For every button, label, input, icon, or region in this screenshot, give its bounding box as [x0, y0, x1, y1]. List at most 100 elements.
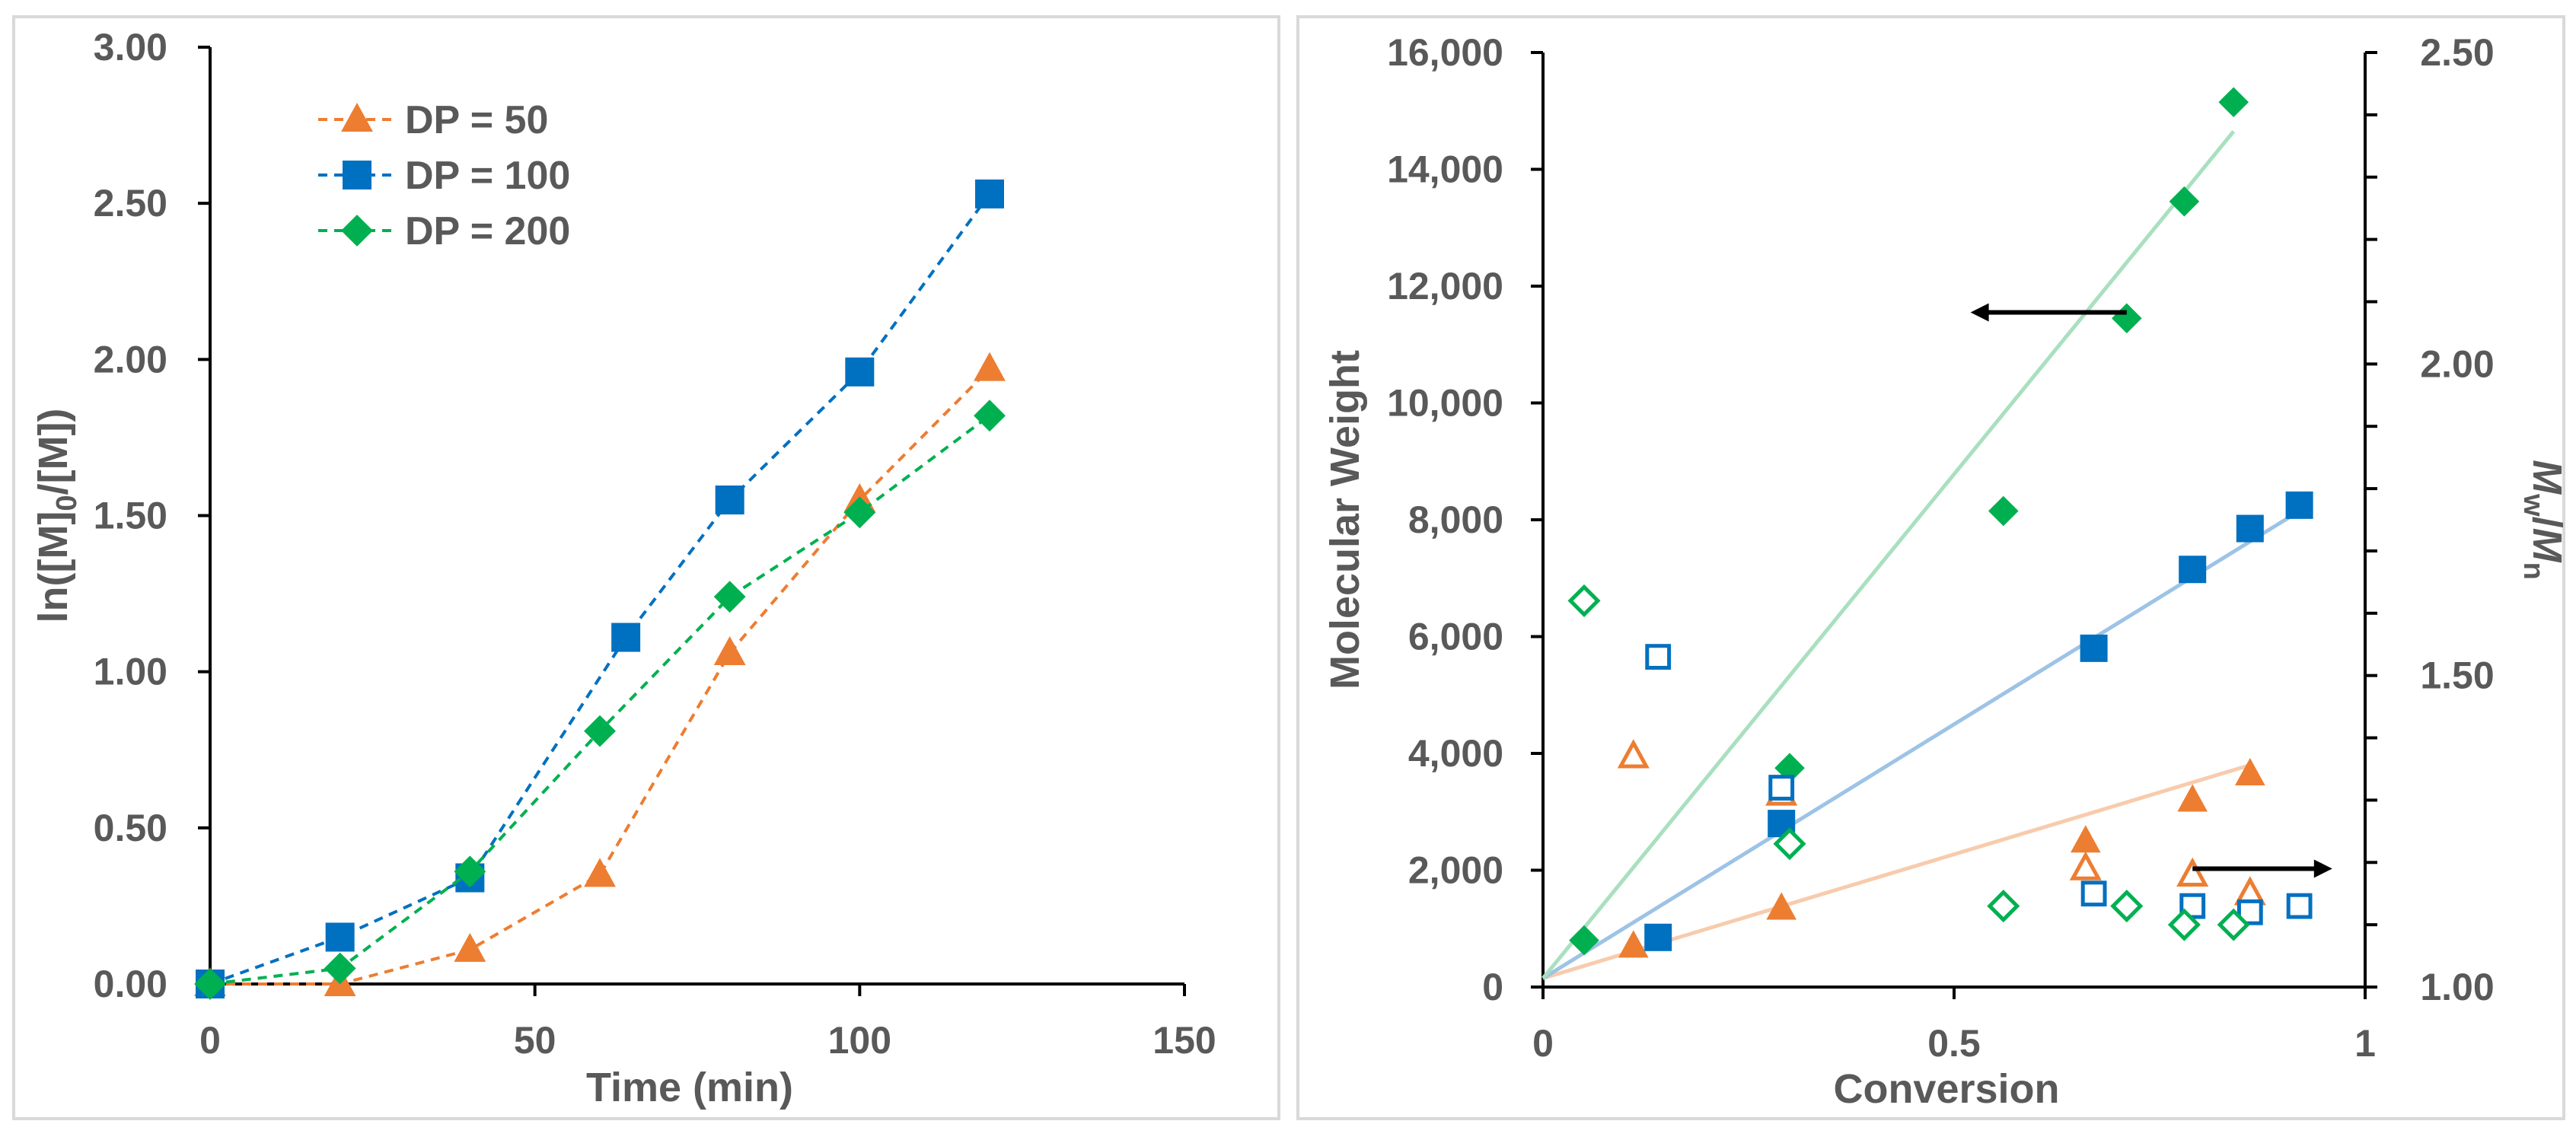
trendline: [1541, 130, 2236, 980]
x-axis-title: Time (min): [586, 1065, 793, 1110]
series-dp100: DP = 100: [196, 154, 1004, 998]
legend-label: DP = 200: [405, 209, 570, 253]
data-point: [975, 179, 1004, 209]
data-point: [325, 922, 355, 952]
data-point: [2071, 825, 2101, 853]
data-point: [454, 855, 486, 888]
y-tick-label: 2,000: [1408, 849, 1503, 892]
data-point: [2235, 757, 2265, 785]
kinetics-chart: 0.00 0.50 1.00 1.50 2.00 2.50 3.00 0 50 100 150 Tim…: [12, 15, 1280, 1120]
y-tick-label: 2.00: [94, 338, 167, 381]
series-dp-100-mn: [1644, 491, 2313, 951]
data-point: [974, 400, 1006, 432]
x-tick-label: 0.5: [1927, 1022, 1981, 1065]
x-axis-title: Conversion: [1833, 1066, 2059, 1112]
data-point: [1766, 892, 1797, 920]
series-dp-50-mn: [1618, 757, 2265, 958]
y2-axis-title: Mw/Mn: [2517, 460, 2570, 580]
data-point: [1567, 584, 1601, 617]
data-point: [843, 496, 876, 529]
data-point: [2236, 514, 2264, 543]
data-point: [2169, 186, 2200, 217]
series-dp-200-mw-mn: [1567, 584, 2250, 941]
y-axis-title-subscript: 0: [51, 495, 83, 511]
y2-axis-title-part: M: [2524, 528, 2570, 563]
y2-axis-title-part: M: [2524, 460, 2570, 495]
y-tick-label: 14,000: [1387, 148, 1503, 191]
data-point: [2217, 908, 2250, 941]
data-point: [845, 357, 875, 387]
x-tick-label: 0: [199, 1019, 221, 1062]
data-point: [1569, 925, 1599, 956]
data-point: [1645, 644, 1672, 670]
series-dp200: DP = 200: [194, 209, 1006, 1000]
axis-arrow-head: [2313, 859, 2332, 878]
data-point: [2080, 880, 2107, 907]
y2-axis-title-part: /: [2524, 517, 2570, 528]
data-point: [2176, 857, 2209, 887]
y-tick-label: 0.50: [94, 807, 167, 849]
x-tick-label: 50: [514, 1019, 556, 1062]
data-point: [1768, 775, 1795, 801]
data-point: [1773, 827, 1806, 861]
y-tick-label: 2.50: [94, 182, 167, 224]
x-tick-label: 0: [1532, 1022, 1554, 1065]
data-point: [2286, 893, 2313, 919]
data-point: [2112, 303, 2142, 334]
trendline: [1541, 509, 2300, 980]
data-point: [2069, 851, 2102, 880]
y2-tick-label: 1.00: [2420, 966, 2494, 1008]
y-tick-label: 8,000: [1408, 498, 1503, 541]
data-point: [584, 858, 616, 887]
data-point: [2179, 556, 2207, 584]
y-tick-label: 1.50: [94, 495, 167, 537]
y-tick-label: 10,000: [1387, 382, 1503, 425]
series-dp-100-mw-mn: [1645, 644, 2313, 925]
chart-frame: [12, 15, 1280, 1120]
data-point: [584, 715, 616, 747]
data-point: [1644, 923, 1672, 951]
data-point: [715, 485, 744, 514]
x-tick-label: 1: [2354, 1022, 2376, 1065]
data-point: [2177, 784, 2208, 812]
y-axis-title-part: /[M]): [30, 409, 76, 495]
y-tick-label: 6,000: [1408, 616, 1503, 658]
y-tick-label: 0.00: [94, 963, 167, 1005]
y-tick-label: 3.00: [94, 26, 167, 68]
y-tick-label: 16,000: [1387, 31, 1503, 74]
data-point: [194, 968, 226, 1000]
y2-axis-title-subscript: n: [2517, 562, 2549, 580]
data-point: [1987, 890, 2020, 923]
y-axis-title: ln([M]0/[M]): [30, 409, 83, 623]
data-point: [454, 932, 486, 962]
data-point: [713, 581, 746, 613]
molecular-weight-chart: 0 2,000 4,000 6,000 8,000 10,000 12,000 14,000 1…: [1296, 15, 2570, 1120]
data-point: [324, 952, 356, 985]
data-point: [611, 623, 641, 652]
legend-label: DP = 50: [405, 98, 548, 142]
data-point: [713, 636, 746, 666]
legend-label: DP = 100: [405, 154, 570, 198]
y-axis-title-part: ln([M]: [30, 511, 76, 623]
x-tick-label: 100: [828, 1019, 891, 1062]
data-point: [1988, 495, 2019, 527]
y2-tick-label: 2.50: [2420, 31, 2494, 74]
axis-arrow-head: [1970, 303, 1989, 322]
data-point: [974, 352, 1006, 381]
y-tick-label: 12,000: [1387, 265, 1503, 307]
data-point: [1618, 930, 1649, 958]
data-point: [2218, 87, 2249, 118]
data-point: [1617, 739, 1650, 769]
y2-tick-label: 1.50: [2420, 654, 2494, 697]
y-tick-label: 1.00: [94, 651, 167, 693]
y-tick-label: 0: [1482, 966, 1503, 1008]
x-tick-label: 150: [1153, 1019, 1216, 1062]
y-axis-title: Molecular Weight: [1322, 350, 1368, 689]
y-tick-label: 4,000: [1408, 732, 1503, 775]
data-point: [2285, 491, 2313, 519]
data-point: [2167, 908, 2201, 941]
legend-marker: [341, 215, 373, 247]
legend-marker: [343, 161, 371, 189]
data-point: [2110, 890, 2144, 923]
chart-frame: [1296, 15, 2565, 1120]
